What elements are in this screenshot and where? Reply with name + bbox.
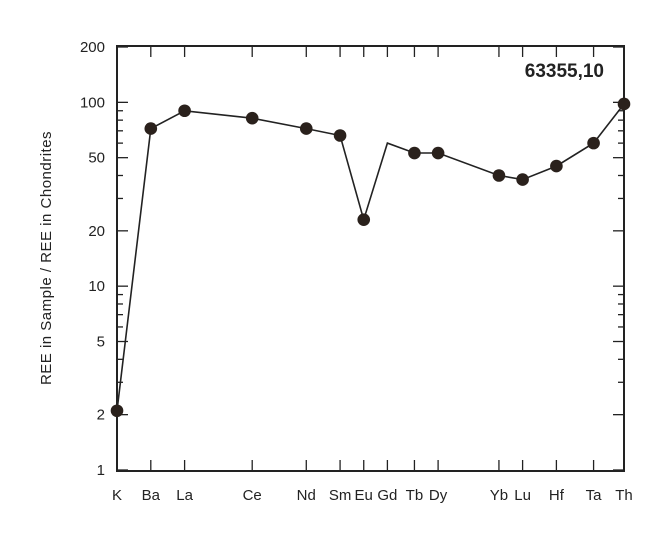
y-tick-label: 5 xyxy=(97,334,105,351)
data-point xyxy=(245,111,259,125)
x-tick-label: Hf xyxy=(549,487,565,504)
y-tick-label: 1 xyxy=(97,462,105,479)
x-tick-label: Eu xyxy=(355,487,373,504)
x-tick-label: Tb xyxy=(406,487,424,504)
x-tick-labels: K Ba La Ce Nd Sm Eu Gd Tb Dy Yb Lu Hf Ta Th xyxy=(112,487,633,504)
y-tick-label: 20 xyxy=(88,223,105,240)
data-point xyxy=(516,173,529,186)
data-point xyxy=(110,404,124,418)
axis-ticks xyxy=(116,46,625,471)
y-tick-label: 200 xyxy=(80,39,105,56)
data-point xyxy=(431,146,445,160)
data-point xyxy=(333,129,347,142)
data-point xyxy=(299,122,313,135)
chart-title: 63355,10 xyxy=(525,61,604,82)
x-tick-label: Ta xyxy=(586,487,603,504)
x-tick-label: Sm xyxy=(329,487,352,504)
data-point xyxy=(408,146,421,160)
data-point xyxy=(178,104,191,118)
data-points xyxy=(110,97,631,418)
x-tick-label: Yb xyxy=(490,487,508,504)
x-tick-label: Gd xyxy=(377,487,397,504)
data-point xyxy=(144,122,158,135)
x-tick-label: Dy xyxy=(429,487,448,504)
y-tick-labels: 1 2 5 10 20 50 100 200 xyxy=(80,39,105,479)
x-tick-label: Ce xyxy=(243,487,262,504)
data-point xyxy=(587,136,600,150)
y-tick-label: 2 xyxy=(97,407,105,424)
y-tick-label: 50 xyxy=(88,150,105,167)
x-tick-label: K xyxy=(112,487,122,504)
series-line xyxy=(116,103,625,411)
y-axis-label: REE in Sample / REE in Chondrites xyxy=(38,131,55,385)
data-point xyxy=(617,97,631,111)
x-tick-label: Lu xyxy=(514,487,531,504)
plot-frame xyxy=(116,45,625,472)
data-point xyxy=(357,213,371,226)
x-tick-label: Th xyxy=(615,487,633,504)
y-tick-label: 10 xyxy=(88,278,105,295)
data-point xyxy=(550,159,563,173)
x-tick-label: La xyxy=(176,487,193,504)
y-tick-label: 100 xyxy=(80,94,105,111)
x-tick-label: Nd xyxy=(297,487,316,504)
data-point xyxy=(492,169,506,182)
x-tick-label: Ba xyxy=(142,487,161,504)
